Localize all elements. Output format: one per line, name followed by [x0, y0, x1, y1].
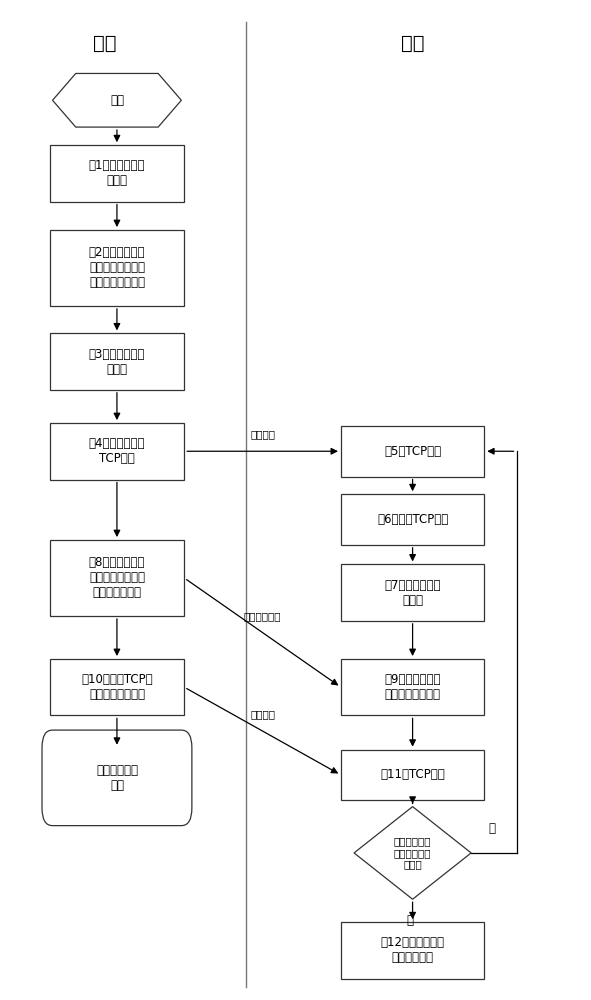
- Text: 发送页面数据: 发送页面数据: [244, 611, 281, 621]
- Text: 兵1：接续共享区
写加锁: 兵1：接续共享区 写加锁: [89, 159, 145, 187]
- Text: 切9：接收页面数
据加入到缓冲队列: 切9：接收页面数 据加入到缓冲队列: [384, 673, 441, 701]
- Text: 切11：TCP断链: 切11：TCP断链: [380, 768, 445, 781]
- Text: 主机: 主机: [93, 34, 117, 53]
- Polygon shape: [354, 807, 471, 899]
- Bar: [341, 922, 484, 979]
- Text: 是: 是: [406, 914, 413, 927]
- Bar: [50, 423, 184, 480]
- Text: 切6：接受TCP连接: 切6：接受TCP连接: [377, 513, 448, 526]
- Bar: [50, 333, 184, 390]
- Text: 兵8：将页面队列
中页面数据组装报
文依次发往备机: 兵8：将页面队列 中页面数据组装报 文依次发往备机: [89, 556, 145, 599]
- Bar: [50, 540, 184, 616]
- Text: 关闭链路: 关闭链路: [250, 709, 275, 719]
- Text: 兗10：关闭TCP连
接，挂下一次时控: 兗10：关闭TCP连 接，挂下一次时控: [81, 673, 152, 701]
- Bar: [50, 659, 184, 715]
- Text: 开始: 开始: [110, 94, 124, 107]
- FancyBboxPatch shape: [42, 730, 192, 826]
- Text: 切12：更新共享内
存的相应页面: 切12：更新共享内 存的相应页面: [381, 936, 444, 964]
- Text: 切5：TCP等待: 切5：TCP等待: [384, 445, 441, 458]
- Polygon shape: [53, 73, 181, 127]
- Text: 本次页面同步
结束: 本次页面同步 结束: [96, 764, 138, 792]
- Text: 兵3：接续共享区
写解锁: 兵3：接续共享区 写解锁: [89, 348, 145, 376]
- Bar: [341, 494, 484, 545]
- Text: 兵4：与备机建立
TCP连接: 兵4：与备机建立 TCP连接: [89, 437, 145, 465]
- Text: 请求建链: 请求建链: [250, 430, 275, 440]
- Text: 切7：等待接收页
面数据: 切7：等待接收页 面数据: [384, 579, 441, 607]
- Text: 兵2：进行快照，
将改变的页面加入
到发送页面队列中: 兵2：进行快照， 将改变的页面加入 到发送页面队列中: [89, 246, 145, 289]
- Text: 备机: 备机: [401, 34, 424, 53]
- Bar: [341, 659, 484, 715]
- Bar: [50, 230, 184, 306]
- Bar: [50, 145, 184, 202]
- Bar: [341, 564, 484, 621]
- Bar: [341, 750, 484, 800]
- Text: 否: 否: [488, 822, 495, 835]
- Text: 接收的页面数
与变化的页面
数一致: 接收的页面数 与变化的页面 数一致: [394, 836, 431, 870]
- Bar: [341, 426, 484, 477]
